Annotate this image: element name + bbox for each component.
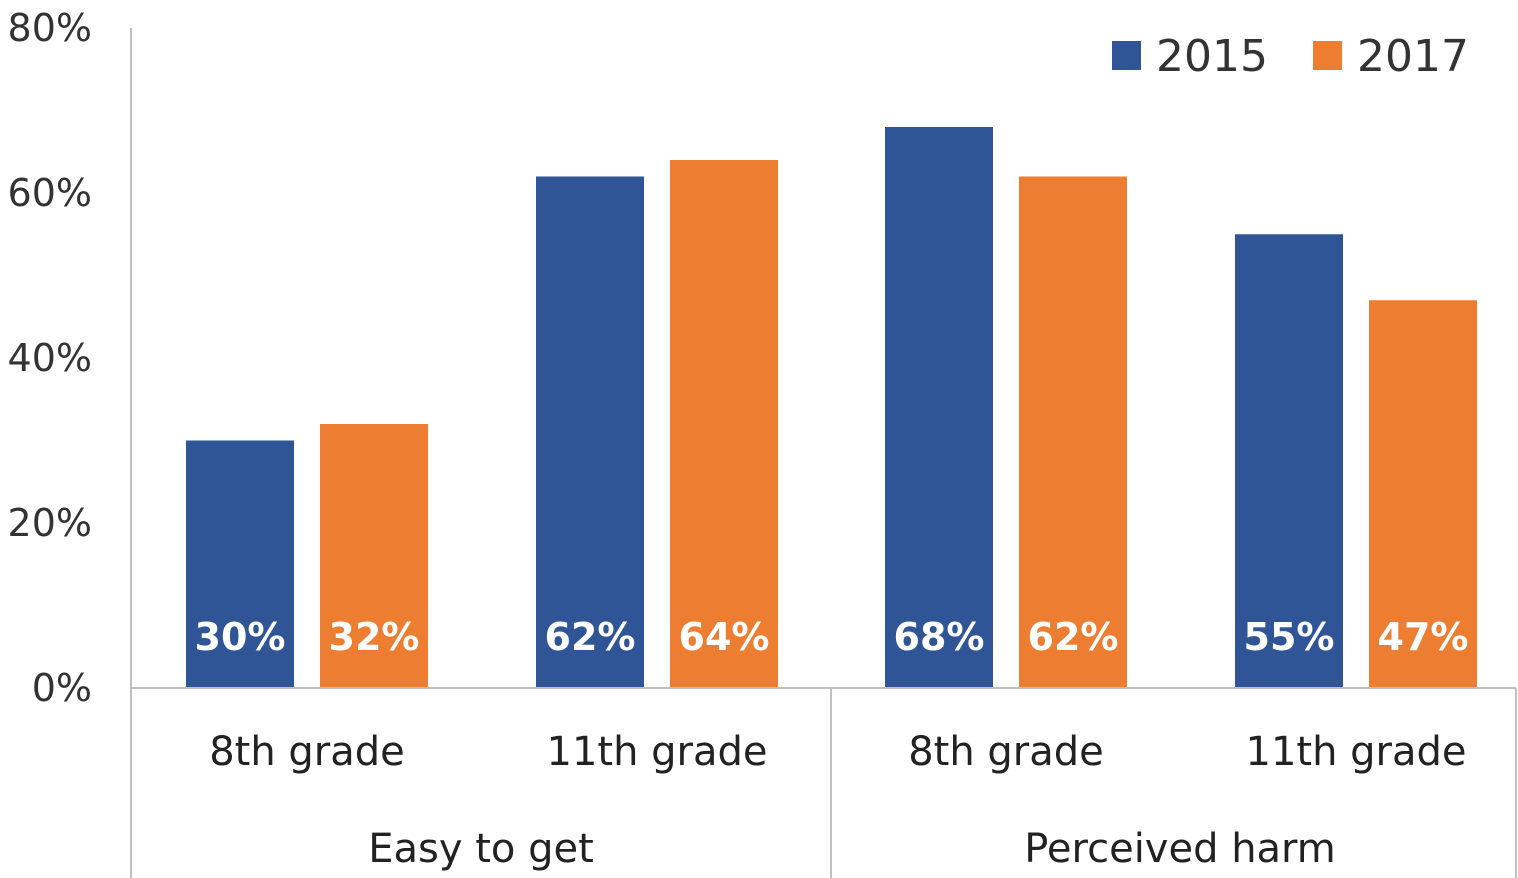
bar-2015-1 — [536, 176, 644, 688]
legend-label-2017: 2017 — [1357, 31, 1469, 82]
bar-2015-3 — [1235, 234, 1343, 688]
group-label: Perceived harm — [1024, 826, 1336, 872]
data-label-2015-1: 62% — [545, 615, 636, 659]
category-label: 11th grade — [1246, 729, 1467, 775]
bar-2017-1 — [670, 160, 778, 688]
data-label-2017-2: 62% — [1028, 615, 1119, 659]
y-tick-label: 40% — [8, 336, 92, 380]
bar-series — [186, 127, 1477, 688]
data-label-2017-1: 64% — [679, 615, 770, 659]
data-label-2015-3: 55% — [1244, 615, 1335, 659]
x-axis: 8th grade 11th grade 8th grade 11th grade Ea… — [131, 687, 1517, 878]
category-label: 11th grade — [547, 729, 768, 775]
y-axis: 0% 20% 40% 60% 80% — [8, 6, 132, 878]
category-label: 8th grade — [908, 729, 1104, 775]
legend-label-2015: 2015 — [1156, 31, 1268, 82]
legend: 2015 2017 — [1112, 31, 1469, 82]
bar-2017-3 — [1369, 300, 1477, 688]
group-label: Easy to get — [368, 826, 594, 872]
data-label-2017-0: 32% — [329, 615, 420, 659]
bar-2017-0 — [320, 424, 428, 688]
y-tick-label: 20% — [8, 501, 92, 545]
bar-2015-0 — [186, 440, 294, 688]
y-tick-label: 60% — [8, 171, 92, 215]
data-label-2015-0: 30% — [195, 615, 286, 659]
legend-swatch-2017 — [1313, 41, 1342, 70]
category-label: 8th grade — [209, 729, 405, 775]
bar-2017-2 — [1019, 176, 1127, 688]
data-label-2015-2: 68% — [894, 615, 985, 659]
y-tick-label: 0% — [32, 666, 92, 710]
data-label-2017-3: 47% — [1378, 615, 1469, 659]
data-labels: 30% 62% 68% 55% 32% 64% 62% 47% — [195, 615, 1469, 659]
bar-2015-2 — [885, 127, 993, 688]
legend-swatch-2015 — [1112, 41, 1141, 70]
y-tick-label: 80% — [8, 6, 92, 50]
